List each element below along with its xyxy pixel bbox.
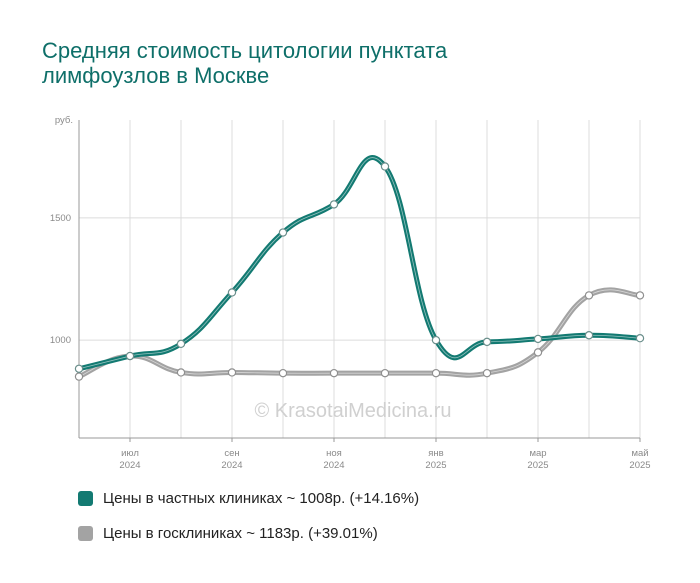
data-point-private <box>125 351 135 361</box>
watermark: © KrasotaiMedicina.ru <box>254 400 451 422</box>
y-unit-label: руб. <box>55 115 73 126</box>
data-point-public <box>635 291 645 300</box>
data-point-public <box>329 368 339 378</box>
x-tick-label-year: 2025 <box>425 460 446 471</box>
data-point-public <box>176 368 186 377</box>
data-point-private <box>431 335 441 345</box>
x-tick-label-month: ноя <box>326 448 342 459</box>
x-tick-label-year: 2024 <box>323 460 344 471</box>
data-point-private <box>227 288 237 297</box>
page-title: Средняя стоимость цитологии пунктата лим… <box>42 38 662 88</box>
x-tick-label-month: сен <box>224 448 239 459</box>
data-point-private <box>176 339 186 349</box>
data-point-private <box>278 228 288 237</box>
x-tick-label-year: 2024 <box>221 460 242 471</box>
x-tick-label-month: янв <box>428 448 443 459</box>
data-point-public <box>482 368 492 378</box>
data-point-private <box>533 334 543 344</box>
grid <box>78 120 641 438</box>
x-tick-label-year: 2025 <box>629 460 650 471</box>
data-point-private <box>380 162 390 171</box>
legend-label-public: Цены в госклиниках ~ 1183р. (+39.01%) <box>103 525 378 542</box>
data-point-public <box>227 368 237 377</box>
legend-item-public[interactable]: Цены в госклиниках ~ 1183р. (+39.01%) <box>78 525 378 542</box>
data-point-private <box>329 200 339 209</box>
title-line-1: Средняя стоимость цитологии пунктата <box>42 38 448 63</box>
legend-label-private: Цены в частных клиниках ~ 1008р. (+14.16… <box>103 490 420 507</box>
data-point-public <box>533 348 543 357</box>
x-tick-label-month: май <box>631 448 648 459</box>
x-tick-label-month: июл <box>121 448 139 459</box>
x-tick-label-year: 2024 <box>119 460 140 471</box>
legend-swatch-public <box>78 526 93 541</box>
data-point-public <box>431 368 441 378</box>
series <box>76 155 643 380</box>
data-point-public <box>584 291 594 300</box>
points <box>74 162 645 381</box>
legend-swatch-private <box>78 491 93 506</box>
data-point-private <box>74 364 84 373</box>
data-point-public <box>278 368 288 378</box>
data-point-private <box>584 331 594 340</box>
series-line-highlight-private <box>78 157 641 370</box>
series-line-highlight-public <box>78 289 641 377</box>
axes: 10001500руб.июл2024сен2024ноя2024янв2025… <box>50 115 651 471</box>
data-point-public <box>74 372 84 381</box>
x-tick-label-year: 2025 <box>527 460 548 471</box>
y-tick-label: 1500 <box>50 213 71 224</box>
legend-item-private[interactable]: Цены в частных клиниках ~ 1008р. (+14.16… <box>78 490 419 507</box>
y-tick-label: 1000 <box>50 335 71 346</box>
title-line-2: лимфоузлов в Москве <box>42 63 270 88</box>
x-tick-label-month: мар <box>529 448 546 459</box>
data-point-private <box>635 333 645 343</box>
data-point-private <box>482 337 492 347</box>
data-point-public <box>380 368 390 378</box>
